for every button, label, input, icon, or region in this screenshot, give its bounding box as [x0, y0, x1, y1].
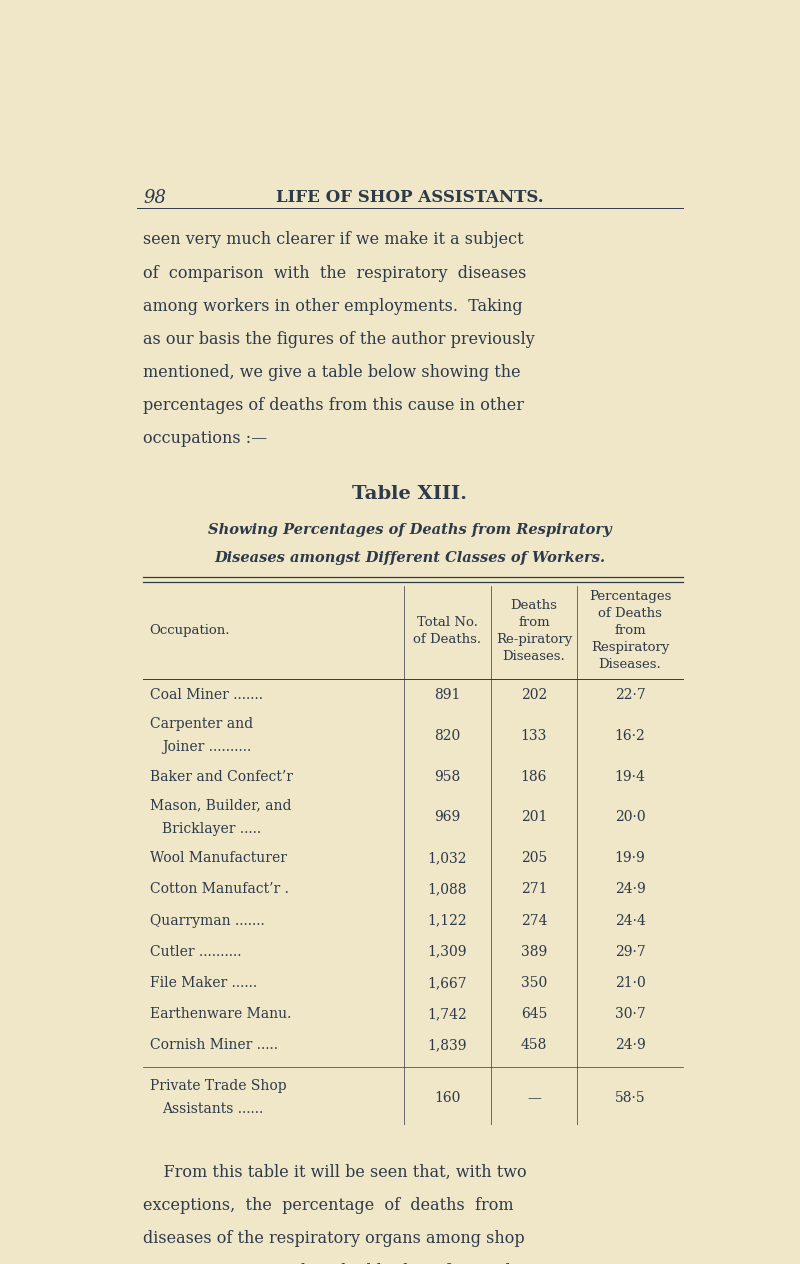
Text: 16·2: 16·2 [614, 728, 646, 743]
Text: 24·4: 24·4 [614, 914, 646, 928]
Text: Wool Manufacturer: Wool Manufacturer [150, 851, 286, 866]
Text: 21·0: 21·0 [614, 976, 646, 990]
Text: 1,742: 1,742 [427, 1007, 467, 1021]
Text: 458: 458 [521, 1038, 547, 1052]
Text: 202: 202 [521, 688, 547, 702]
Text: File Maker ......: File Maker ...... [150, 976, 257, 990]
Text: 1,122: 1,122 [427, 914, 467, 928]
Text: Coal Miner .......: Coal Miner ....... [150, 688, 262, 702]
Text: 389: 389 [521, 944, 547, 958]
Text: Private Trade Shop: Private Trade Shop [150, 1079, 286, 1093]
Text: occupations :—: occupations :— [143, 430, 268, 447]
Text: From this table it will be seen that, with two: From this table it will be seen that, wi… [143, 1164, 527, 1181]
Text: 645: 645 [521, 1007, 547, 1021]
Text: Diseases amongst Different Classes of Workers.: Diseases amongst Different Classes of Wo… [214, 551, 606, 565]
Text: Occupation.: Occupation. [150, 624, 230, 637]
Text: Quarryman .......: Quarryman ....... [150, 914, 264, 928]
Text: 30·7: 30·7 [614, 1007, 646, 1021]
Text: 1,088: 1,088 [427, 882, 467, 896]
Text: 891: 891 [434, 688, 460, 702]
Text: 1,667: 1,667 [427, 976, 467, 990]
Text: 350: 350 [521, 976, 547, 990]
Text: 271: 271 [521, 882, 547, 896]
Text: Baker and Confect’r: Baker and Confect’r [150, 770, 293, 784]
Text: 1,309: 1,309 [427, 944, 467, 958]
Text: 201: 201 [521, 810, 547, 824]
Text: —: — [527, 1091, 541, 1105]
Text: 19·9: 19·9 [614, 851, 646, 866]
Text: Cutler ..........: Cutler .......... [150, 944, 241, 958]
Text: Percentages
of Deaths
from
Respiratory
Diseases.: Percentages of Deaths from Respiratory D… [589, 590, 671, 671]
Text: Total No.
of Deaths.: Total No. of Deaths. [413, 616, 482, 646]
Text: Table XIII.: Table XIII. [353, 484, 467, 503]
Text: 98: 98 [143, 188, 166, 207]
Text: 969: 969 [434, 810, 460, 824]
Text: 58·5: 58·5 [614, 1091, 646, 1105]
Text: among workers in other employments.  Taking: among workers in other employments. Taki… [143, 298, 523, 315]
Text: 958: 958 [434, 770, 460, 784]
Text: 22·7: 22·7 [614, 688, 646, 702]
Text: 20·0: 20·0 [614, 810, 646, 824]
Text: 24·9: 24·9 [614, 1038, 646, 1052]
Text: seen very much clearer if we make it a subject: seen very much clearer if we make it a s… [143, 231, 524, 249]
Text: 186: 186 [521, 770, 547, 784]
Text: Showing Percentages of Deaths from Respiratory: Showing Percentages of Deaths from Respi… [208, 523, 612, 537]
Text: 29·7: 29·7 [614, 944, 646, 958]
Text: 205: 205 [521, 851, 547, 866]
Text: 820: 820 [434, 728, 460, 743]
Text: Mason, Builder, and: Mason, Builder, and [150, 799, 291, 813]
Text: LIFE OF SHOP ASSISTANTS.: LIFE OF SHOP ASSISTANTS. [276, 188, 544, 206]
Text: Cornish Miner .....: Cornish Miner ..... [150, 1038, 278, 1052]
Text: 274: 274 [521, 914, 547, 928]
Text: mentioned, we give a table below showing the: mentioned, we give a table below showing… [143, 364, 521, 380]
Text: Deaths
from
Re­piratory
Diseases.: Deaths from Re­piratory Diseases. [496, 599, 572, 662]
Text: percentages of deaths from this cause in other: percentages of deaths from this cause in… [143, 397, 525, 413]
Text: 160: 160 [434, 1091, 460, 1105]
Text: 1,032: 1,032 [427, 851, 467, 866]
Text: of  comparison  with  the  respiratory  diseases: of comparison with the respiratory disea… [143, 264, 526, 282]
Text: 1,839: 1,839 [427, 1038, 467, 1052]
Text: Bricklayer .....: Bricklayer ..... [162, 822, 261, 836]
Text: Cotton Manufact’r .: Cotton Manufact’r . [150, 882, 289, 896]
Text: Assistants ......: Assistants ...... [162, 1102, 263, 1116]
Text: diseases of the respiratory organs among shop: diseases of the respiratory organs among… [143, 1230, 525, 1248]
Text: 19·4: 19·4 [614, 770, 646, 784]
Text: 24·9: 24·9 [614, 882, 646, 896]
Text: as our basis the figures of the author previously: as our basis the figures of the author p… [143, 331, 535, 348]
Text: exceptions,  the  percentage  of  deaths  from: exceptions, the percentage of deaths fro… [143, 1197, 514, 1213]
Text: 133: 133 [521, 728, 547, 743]
Text: Earthenware Manu.: Earthenware Manu. [150, 1007, 291, 1021]
Text: Joiner ..........: Joiner .......... [162, 741, 251, 755]
Text: Carpenter and: Carpenter and [150, 717, 253, 731]
